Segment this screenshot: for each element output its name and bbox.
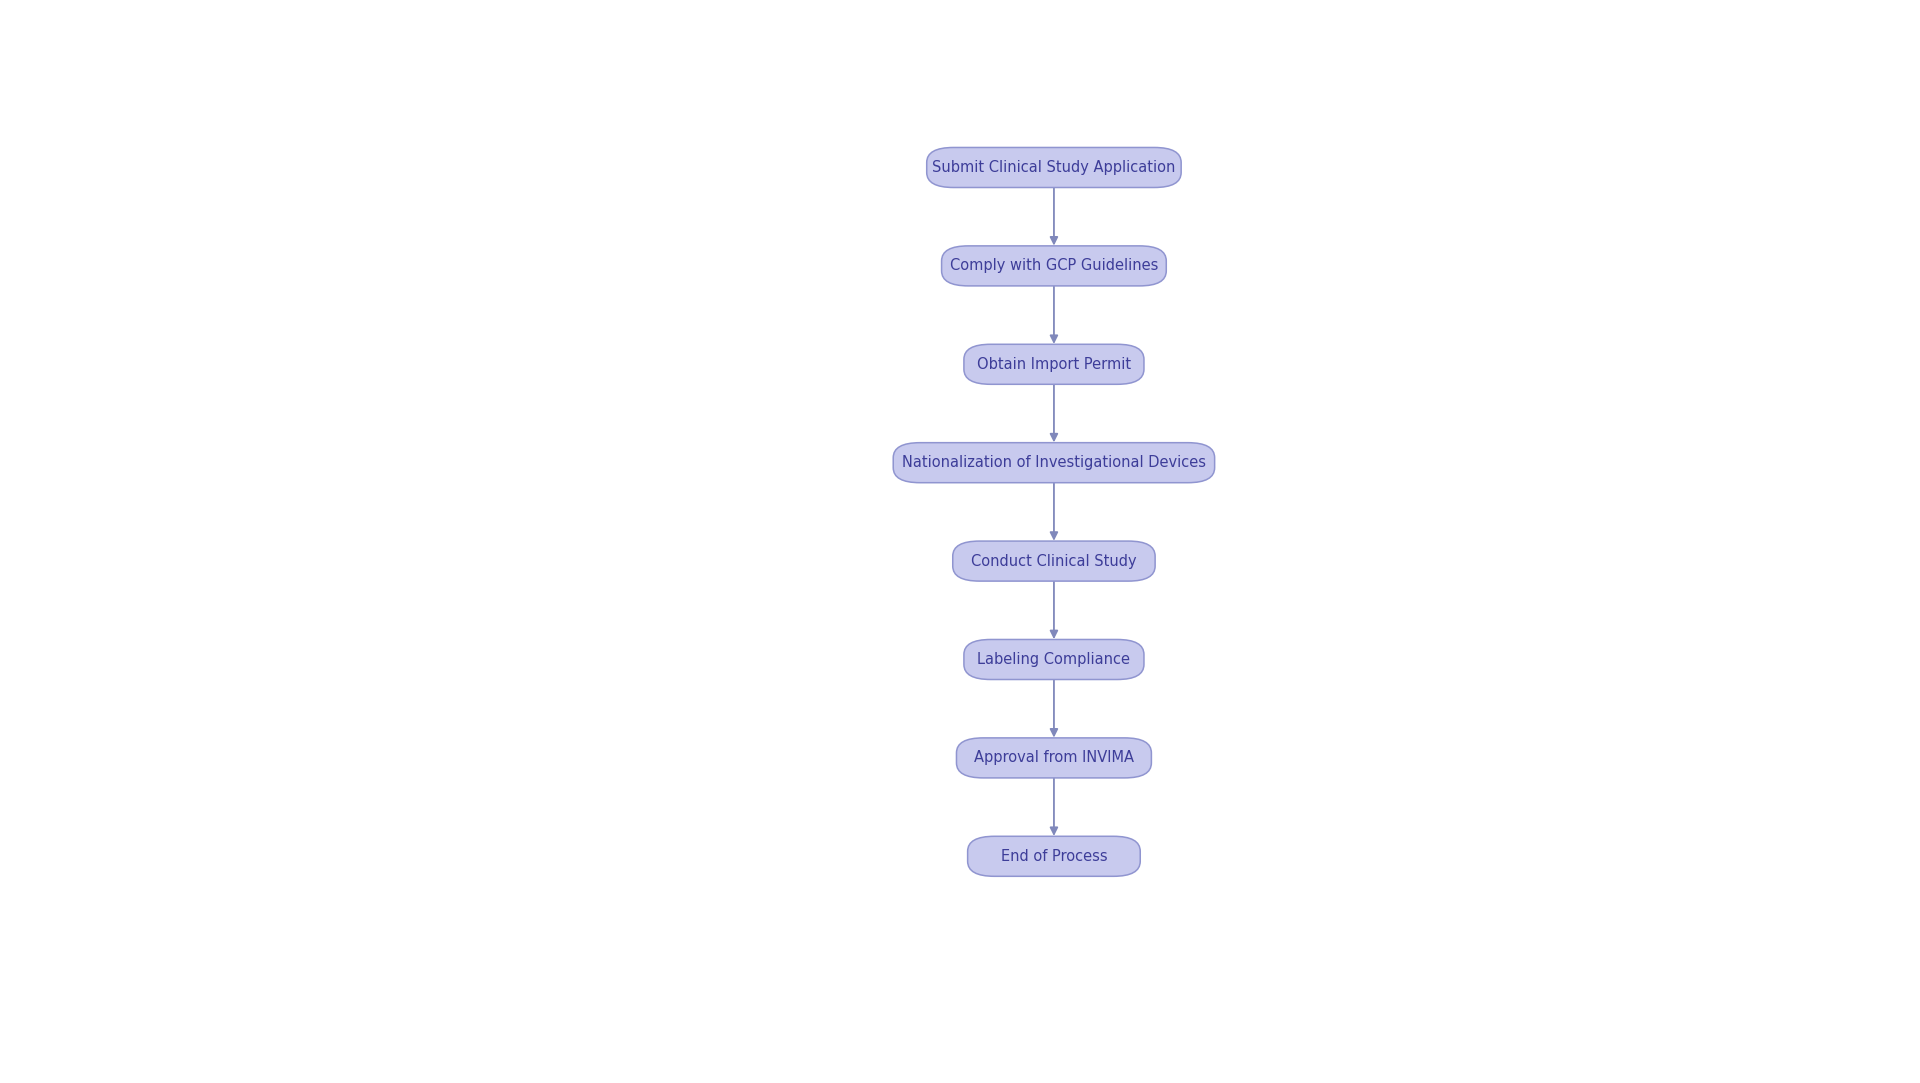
- Text: Approval from INVIMA: Approval from INVIMA: [973, 751, 1135, 766]
- FancyBboxPatch shape: [927, 147, 1181, 187]
- Text: Nationalization of Investigational Devices: Nationalization of Investigational Devic…: [902, 455, 1206, 470]
- Text: End of Process: End of Process: [1000, 849, 1108, 864]
- Text: Comply with GCP Guidelines: Comply with GCP Guidelines: [950, 259, 1158, 273]
- Text: Labeling Compliance: Labeling Compliance: [977, 652, 1131, 667]
- FancyBboxPatch shape: [968, 836, 1140, 876]
- FancyBboxPatch shape: [952, 542, 1156, 582]
- Text: Conduct Clinical Study: Conduct Clinical Study: [972, 553, 1137, 569]
- FancyBboxPatch shape: [956, 738, 1152, 778]
- FancyBboxPatch shape: [964, 344, 1144, 384]
- FancyBboxPatch shape: [893, 443, 1215, 483]
- Text: Submit Clinical Study Application: Submit Clinical Study Application: [933, 160, 1175, 175]
- FancyBboxPatch shape: [964, 639, 1144, 679]
- FancyBboxPatch shape: [941, 246, 1165, 286]
- Text: Obtain Import Permit: Obtain Import Permit: [977, 356, 1131, 371]
